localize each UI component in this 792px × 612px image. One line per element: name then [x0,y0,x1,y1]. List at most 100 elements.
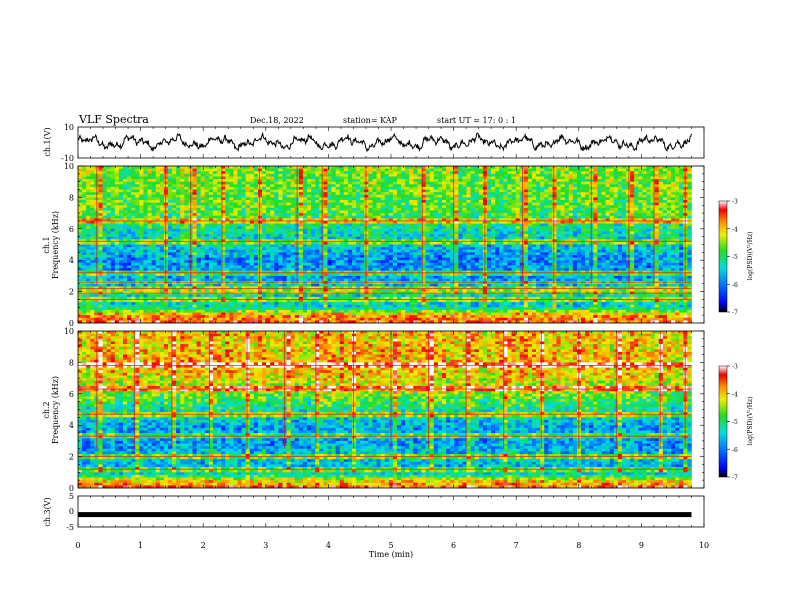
spectrogram-cell [352,173,357,177]
spectrogram-cell [245,173,251,177]
spectrogram-cell [131,270,136,274]
spectrogram-cell [376,288,381,292]
spectrogram-cell [106,202,112,206]
spectrogram-cell [110,304,116,308]
spectrogram-cell [311,275,316,279]
spectrogram-cell [155,220,161,224]
spectrogram-cell [356,189,361,193]
spectrogram-cell [217,218,222,222]
spectrogram-cell [204,192,210,196]
spectrogram-cell [311,223,316,227]
spectrogram-cell [78,249,83,253]
spectrogram-cell [388,202,394,206]
spectrogram-cell [118,205,124,209]
spectrogram-cell [200,226,206,230]
spectrogram-cell [245,236,251,240]
spectrogram-cell [114,309,120,313]
spectrogram-cell [364,194,369,198]
spectrogram-cell [339,273,345,277]
spectrogram-cell [172,268,177,271]
spectrogram-cell [409,207,414,211]
spectrogram-cell [127,317,132,321]
spectrogram-cell [302,268,308,271]
spectrogram-cell [327,244,332,248]
spectrogram-cell [335,181,341,185]
spectrogram-cell [380,265,386,269]
spectrogram-cell [364,249,369,253]
spectrogram-cell [249,218,255,222]
spectrogram-cell [262,302,267,305]
spectrogram-cell [98,166,103,169]
spectrogram-cell [102,205,107,209]
spectrogram-cell [397,215,402,219]
spectrogram-cell [347,210,353,214]
spectrogram-cell [167,299,173,303]
spectrogram-cell [262,181,267,185]
spectrogram-cell [364,179,369,182]
spectrogram-cell [311,241,316,245]
spectrogram-cell [184,260,189,264]
spectrogram-cell [78,184,83,188]
spectrogram-cell [356,302,361,305]
spectrogram-cell [245,273,251,277]
spectrogram-cell [135,241,140,245]
spectrogram-cell [184,173,189,177]
spectrogram-cell [262,234,267,237]
spectrogram-cell [302,184,308,188]
spectrogram-cell [90,179,95,182]
spectrogram-cell [372,202,377,206]
spectrogram-cell [270,181,275,185]
spectrogram-cell [167,220,173,224]
spectrogram-cell [401,239,406,243]
spectrogram-cell [139,244,144,248]
spectrogram-cell [409,173,414,177]
spectrogram-cell [147,205,152,209]
spectrogram-cell [266,226,271,230]
spectrogram-cell [196,257,201,261]
spectrogram-cell [270,249,275,253]
spectrogram-cell [204,166,210,169]
spectrogram-cell [98,168,103,172]
spectrogram-cell [315,168,320,172]
spectrogram-cell [323,320,328,324]
spectrogram-cell [372,236,377,240]
spectrogram-cell [151,197,157,201]
spectrogram-cell [176,270,181,274]
spectrogram-cell [212,244,218,248]
spectrogram-cell [360,202,365,206]
spectrogram-cell [155,231,161,235]
spectrogram-cell [270,294,275,298]
spectrogram-cell [135,296,140,300]
spectrogram-cell [106,257,112,261]
spectrogram-cell [155,223,161,227]
spectrogram-cell [151,241,157,245]
spectrogram-cell [286,231,291,235]
spectrogram-cell [122,239,128,243]
spectrogram-cell [147,247,152,251]
spectrogram-cell [257,268,263,271]
spectrogram-cell [204,234,210,237]
spectrogram-cell [327,278,332,282]
spectrogram-cell [270,184,275,188]
spectrogram-cell [249,228,255,232]
spectrogram-cell [249,257,255,261]
spectrogram-cell [405,262,410,266]
spectrogram-cell [167,241,173,245]
spectrogram-cell [233,228,238,232]
spectrogram-cell [290,179,296,182]
spectrogram-cell [343,273,349,277]
spectrogram-cell [86,223,91,227]
spectrogram-cell [274,315,279,319]
spectrogram-cell [167,252,173,256]
spectrogram-cell [192,223,197,227]
spectrogram-cell [335,268,341,271]
spectrogram-cell [257,205,263,209]
spectrogram-cell [274,166,279,169]
spectrogram-cell [225,257,230,261]
spectrogram-cell [147,197,152,201]
spectrogram-cell [147,312,152,316]
spectrogram-cell [392,249,398,253]
spectrogram-cell [356,249,361,253]
spectrogram-cell [331,168,336,172]
spectrogram-cell [335,309,341,313]
